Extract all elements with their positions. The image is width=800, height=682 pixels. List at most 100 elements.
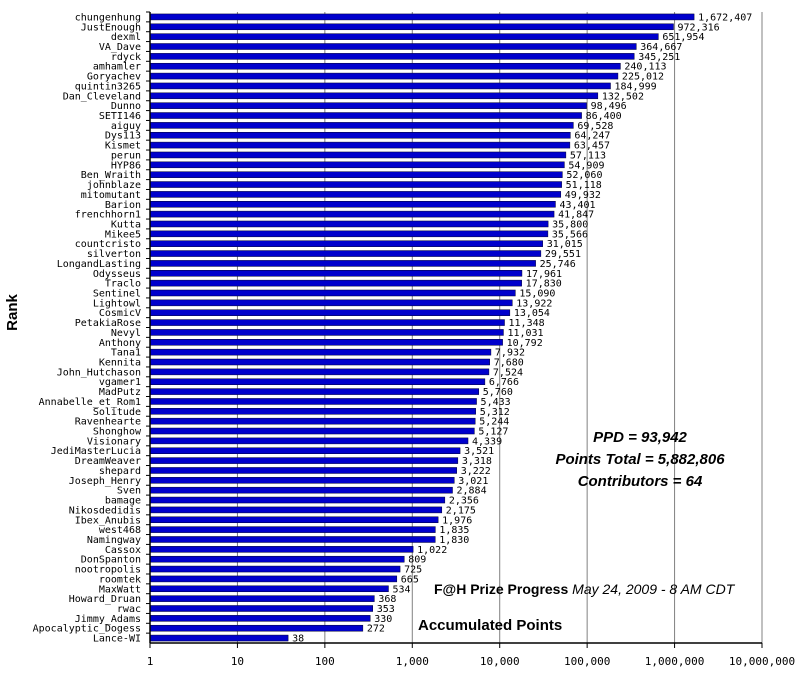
value-label: 184,999 bbox=[615, 81, 657, 92]
category-label: Lance-WI bbox=[93, 634, 141, 645]
bar bbox=[149, 161, 565, 169]
value-label: 17,830 bbox=[526, 279, 562, 290]
value-label: 132,502 bbox=[602, 91, 644, 102]
value-label: 345,251 bbox=[638, 52, 680, 63]
bar bbox=[149, 270, 523, 277]
bar bbox=[149, 151, 567, 159]
bar bbox=[149, 339, 503, 346]
value-label: 5,760 bbox=[483, 387, 513, 398]
value-label: 1,976 bbox=[442, 515, 472, 526]
bar bbox=[149, 486, 453, 494]
category-label: Barion bbox=[105, 200, 141, 211]
value-label: 11,031 bbox=[507, 328, 543, 339]
bar bbox=[149, 615, 371, 622]
bar bbox=[149, 634, 289, 642]
category-label: rwac bbox=[117, 604, 141, 615]
bar bbox=[149, 378, 486, 385]
category-label: Cassox bbox=[105, 545, 141, 556]
bar bbox=[149, 309, 511, 316]
value-label: 35,566 bbox=[552, 229, 588, 240]
category-label: amhamler bbox=[93, 62, 141, 73]
value-label: 368 bbox=[378, 594, 396, 605]
bar bbox=[149, 417, 476, 425]
category-label: Apocalyptic_Dogess bbox=[33, 624, 141, 635]
value-label: 809 bbox=[408, 555, 426, 566]
value-label: 3,318 bbox=[462, 456, 492, 467]
value-label: 7,932 bbox=[495, 348, 525, 359]
value-label: 54,909 bbox=[568, 160, 604, 171]
bar bbox=[149, 368, 490, 376]
bar bbox=[149, 201, 556, 208]
value-label: 725 bbox=[404, 565, 422, 576]
category-label: Kismet bbox=[105, 141, 141, 152]
category-label: Ben_Wraith bbox=[81, 170, 141, 181]
ppd-text: PPD = 93,942 bbox=[593, 429, 687, 446]
y-axis-title-wrap: Rank bbox=[4, 294, 34, 331]
bar bbox=[149, 467, 457, 474]
bar bbox=[149, 289, 516, 297]
bar bbox=[149, 279, 522, 287]
bar bbox=[149, 388, 480, 395]
value-label: 7,524 bbox=[493, 367, 523, 378]
x-tick-label: 1 bbox=[147, 655, 154, 668]
bar bbox=[149, 624, 364, 632]
value-label: 6,766 bbox=[489, 377, 519, 388]
category-label: johnblaze bbox=[87, 180, 141, 191]
value-label: 15,090 bbox=[519, 288, 555, 299]
category-label: Odysseus bbox=[93, 269, 141, 280]
category-labels: chungenhungJustEnoughdexmlVA_Daverdyckam… bbox=[33, 12, 142, 644]
value-label: 1,835 bbox=[439, 525, 469, 536]
value-label: 17,961 bbox=[526, 269, 562, 280]
category-label: Joseph_Henry bbox=[69, 476, 141, 487]
bar bbox=[149, 408, 476, 415]
bar bbox=[149, 447, 461, 454]
value-label: 5,312 bbox=[480, 407, 510, 418]
category-label: CosmicV bbox=[99, 308, 141, 319]
category-label: John_Hutchason bbox=[57, 367, 141, 378]
value-label: 1,022 bbox=[417, 545, 447, 556]
category-label: DonSpanton bbox=[81, 555, 141, 566]
category-label: Solitude bbox=[93, 407, 141, 418]
category-label: Anthony bbox=[99, 338, 141, 349]
value-labels: 1,672,407972,316651,954364,667345,251240… bbox=[292, 12, 752, 644]
category-label: Howard_Druan bbox=[69, 594, 141, 605]
bar bbox=[149, 250, 542, 257]
value-label: 5,433 bbox=[481, 397, 511, 408]
category-label: VA_Dave bbox=[99, 42, 141, 53]
value-label: 35,800 bbox=[552, 219, 588, 230]
category-label: MaxWatt bbox=[99, 584, 141, 595]
value-label: 2,356 bbox=[449, 496, 479, 507]
bar bbox=[149, 437, 469, 445]
x-tick-label: 100 bbox=[315, 655, 335, 668]
bar bbox=[149, 575, 398, 583]
bar bbox=[149, 506, 443, 514]
bar bbox=[149, 240, 543, 247]
value-label: 11,348 bbox=[509, 318, 545, 329]
bar bbox=[149, 62, 621, 70]
category-label: roomtek bbox=[99, 574, 141, 585]
value-label: 3,521 bbox=[464, 446, 494, 457]
value-label: 13,922 bbox=[516, 298, 552, 309]
value-label: 49,932 bbox=[565, 190, 601, 201]
category-label: Dan_Cleveland bbox=[63, 91, 141, 102]
bar bbox=[149, 398, 477, 405]
bar bbox=[149, 299, 513, 307]
category-label: Annabelle_et_Rom1 bbox=[39, 397, 141, 408]
category-label: silverton bbox=[87, 249, 141, 260]
category-label: Jimmy_Adams bbox=[75, 614, 141, 625]
value-label: 1,672,407 bbox=[698, 12, 752, 23]
bar bbox=[149, 516, 439, 524]
category-label: Sven bbox=[117, 486, 141, 497]
category-label: JustEnough bbox=[81, 22, 141, 33]
category-label: nootropolis bbox=[75, 565, 141, 576]
x-tick-label: 1,000 bbox=[396, 655, 429, 668]
category-label: Tana1 bbox=[111, 348, 141, 359]
progress-caption: F@H Prize Progress May 24, 2009 - 8 AM C… bbox=[434, 581, 734, 597]
category-label: Ravenhearte bbox=[75, 417, 141, 428]
category-label: Dys113 bbox=[105, 131, 141, 142]
value-label: 52,060 bbox=[566, 170, 602, 181]
bar bbox=[149, 595, 375, 602]
category-label: HYP86 bbox=[111, 160, 141, 171]
points-total-text: Points Total = 5,882,806 bbox=[555, 451, 725, 468]
value-label: 51,118 bbox=[566, 180, 602, 191]
